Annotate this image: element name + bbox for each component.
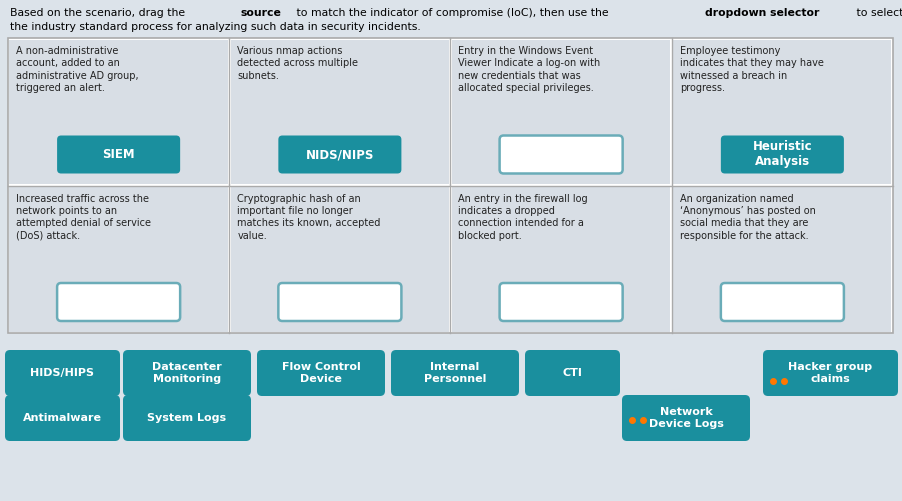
Text: dropdown selector: dropdown selector bbox=[704, 8, 818, 18]
FancyBboxPatch shape bbox=[391, 350, 519, 396]
FancyBboxPatch shape bbox=[499, 283, 622, 321]
FancyBboxPatch shape bbox=[10, 187, 227, 332]
FancyBboxPatch shape bbox=[524, 350, 620, 396]
Text: Antimalware: Antimalware bbox=[23, 413, 102, 423]
Text: HIDS/HIPS: HIDS/HIPS bbox=[31, 368, 95, 378]
FancyBboxPatch shape bbox=[673, 187, 890, 332]
Text: the industry standard process for analyzing such data in security incidents.: the industry standard process for analyz… bbox=[10, 22, 420, 32]
FancyBboxPatch shape bbox=[762, 350, 897, 396]
FancyBboxPatch shape bbox=[231, 40, 448, 184]
Text: to select: to select bbox=[851, 8, 902, 18]
Text: Employee testimony
indicates that they may have
witnessed a breach in
progress.: Employee testimony indicates that they m… bbox=[679, 46, 823, 93]
FancyBboxPatch shape bbox=[673, 40, 890, 184]
FancyBboxPatch shape bbox=[8, 38, 892, 333]
Text: A non-administrative
account, added to an
administrative AD group,
triggered an : A non-administrative account, added to a… bbox=[16, 46, 139, 93]
Text: Based on the scenario, drag the: Based on the scenario, drag the bbox=[10, 8, 189, 18]
FancyBboxPatch shape bbox=[720, 135, 843, 173]
Text: Flow Control
Device: Flow Control Device bbox=[281, 362, 360, 384]
Text: Various nmap actions
detected across multiple
subnets.: Various nmap actions detected across mul… bbox=[237, 46, 358, 81]
FancyBboxPatch shape bbox=[278, 135, 401, 173]
FancyBboxPatch shape bbox=[621, 395, 750, 441]
Text: Increased traffic across the
network points to an
attempted denial of service
(D: Increased traffic across the network poi… bbox=[16, 193, 151, 240]
Text: Internal
Personnel: Internal Personnel bbox=[423, 362, 485, 384]
Text: CTI: CTI bbox=[562, 368, 582, 378]
FancyBboxPatch shape bbox=[57, 135, 180, 173]
FancyBboxPatch shape bbox=[5, 395, 120, 441]
Text: Datacenter
Monitoring: Datacenter Monitoring bbox=[152, 362, 222, 384]
FancyBboxPatch shape bbox=[231, 187, 448, 332]
FancyBboxPatch shape bbox=[123, 395, 251, 441]
Text: NIDS/NIPS: NIDS/NIPS bbox=[306, 148, 373, 161]
FancyBboxPatch shape bbox=[57, 283, 180, 321]
FancyBboxPatch shape bbox=[499, 135, 622, 173]
Text: Hacker group
claims: Hacker group claims bbox=[787, 362, 871, 384]
FancyBboxPatch shape bbox=[278, 283, 401, 321]
FancyBboxPatch shape bbox=[257, 350, 384, 396]
Text: SIEM: SIEM bbox=[102, 148, 134, 161]
Text: An organization named
‘Anonymous’ has posted on
social media that they are
respo: An organization named ‘Anonymous’ has po… bbox=[679, 193, 815, 240]
FancyBboxPatch shape bbox=[452, 40, 669, 184]
Text: to match the indicator of compromise (IoC), then use the: to match the indicator of compromise (Io… bbox=[293, 8, 612, 18]
FancyBboxPatch shape bbox=[123, 350, 251, 396]
Text: An entry in the firewall log
indicates a dropped
connection intended for a
block: An entry in the firewall log indicates a… bbox=[458, 193, 587, 240]
FancyBboxPatch shape bbox=[452, 187, 669, 332]
FancyBboxPatch shape bbox=[5, 350, 120, 396]
Text: source: source bbox=[240, 8, 281, 18]
Text: Entry in the Windows Event
Viewer Indicate a log-on with
new credentials that wa: Entry in the Windows Event Viewer Indica… bbox=[458, 46, 600, 93]
Text: Cryptographic hash of an
important file no longer
matches its known, accepted
va: Cryptographic hash of an important file … bbox=[237, 193, 381, 240]
Text: Network
Device Logs: Network Device Logs bbox=[648, 407, 723, 429]
FancyBboxPatch shape bbox=[720, 283, 843, 321]
FancyBboxPatch shape bbox=[10, 40, 227, 184]
Text: System Logs: System Logs bbox=[147, 413, 226, 423]
Text: Heuristic
Analysis: Heuristic Analysis bbox=[751, 140, 811, 168]
